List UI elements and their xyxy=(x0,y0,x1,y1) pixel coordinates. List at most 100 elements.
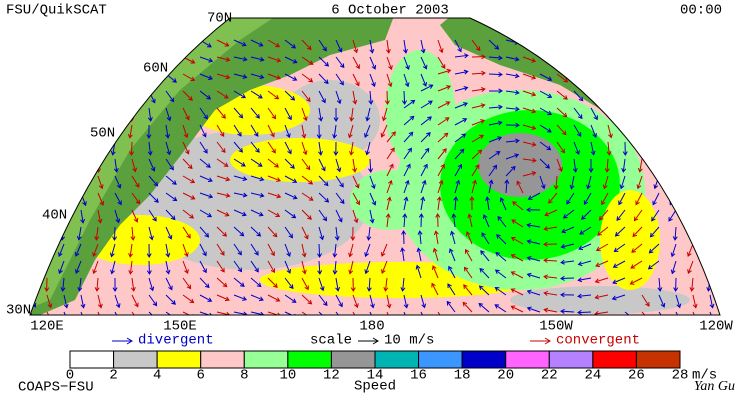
wind-arrow xyxy=(216,175,231,182)
wind-arrow xyxy=(301,209,312,220)
wind-arrow xyxy=(386,56,393,71)
wind-arrow xyxy=(301,158,311,171)
wind-arrow xyxy=(494,304,507,313)
wind-arrow xyxy=(495,251,507,262)
wind-arrow xyxy=(543,241,558,247)
wind-arrow xyxy=(216,243,225,256)
wind-arrow xyxy=(114,294,121,309)
wind-arrow xyxy=(478,285,490,296)
wind-arrow xyxy=(692,294,698,309)
colorbar-tick-label: 20 xyxy=(497,368,514,384)
wind-arrow xyxy=(97,175,104,190)
wind-arrow xyxy=(522,141,537,147)
latitude-label: 40N xyxy=(42,208,67,224)
wind-arrow xyxy=(216,107,226,119)
wind-arrow xyxy=(401,90,407,105)
wind-arrow xyxy=(420,56,428,70)
wind-arrow xyxy=(437,117,450,126)
wind-arrow xyxy=(94,277,100,292)
wind-arrow xyxy=(148,192,159,203)
wind-arrow xyxy=(469,196,475,211)
wind-arrow xyxy=(577,277,592,283)
wind-arrow xyxy=(505,122,520,128)
wind-arrow xyxy=(573,124,582,137)
wind-arrow xyxy=(165,294,176,305)
wind-arrow xyxy=(352,56,360,70)
wind-arrow xyxy=(471,164,480,177)
wind-arrow xyxy=(199,90,212,100)
wind-arrow xyxy=(556,73,569,83)
wind-arrow xyxy=(366,226,372,241)
wind-arrow xyxy=(380,124,388,138)
wind-arrow xyxy=(199,107,208,120)
wind-arrow xyxy=(199,56,214,63)
wind-arrow xyxy=(301,107,308,122)
wind-arrow xyxy=(131,209,139,223)
wind-arrow xyxy=(44,277,50,292)
wind-arrow xyxy=(454,163,463,177)
wind-arrow xyxy=(641,311,652,315)
wind-arrow xyxy=(385,213,391,228)
colorbar-cell xyxy=(374,350,420,369)
wind-arrow xyxy=(147,141,153,156)
wind-arrow xyxy=(437,179,444,194)
speed-patch xyxy=(230,138,370,182)
wind-arrow xyxy=(199,158,211,168)
wind-arrow xyxy=(165,107,172,122)
wind-arrow xyxy=(488,55,503,61)
wind-arrow xyxy=(448,248,456,262)
wind-arrow xyxy=(348,260,354,275)
wind-arrow xyxy=(400,277,406,292)
colorbar-title: Speed xyxy=(354,379,396,395)
wind-arrow xyxy=(364,260,371,275)
wind-arrow xyxy=(182,73,196,81)
wind-arrow xyxy=(437,56,446,69)
wind-arrow xyxy=(578,243,592,251)
wind-arrow xyxy=(350,277,356,292)
wind-arrow xyxy=(403,311,410,315)
wind-arrow xyxy=(267,73,282,80)
wind-arrow xyxy=(284,277,294,290)
wind-arrow xyxy=(632,226,643,238)
wind-arrow xyxy=(250,141,260,153)
wind-arrow xyxy=(402,213,408,228)
wind-arrow xyxy=(267,209,281,217)
wind-arrow xyxy=(526,255,541,262)
wind-arrow xyxy=(335,311,345,315)
colorbar: 0 2 4 6 8 10 12 14 16 18 20 22 24 26 28 m/s xyxy=(66,350,717,384)
wind-arrow xyxy=(335,294,343,308)
wind-arrow xyxy=(485,196,491,211)
wind-arrow xyxy=(386,196,392,211)
wind-arrow xyxy=(114,209,121,224)
wind-arrow xyxy=(416,247,422,262)
wind-arrow xyxy=(471,87,486,92)
wind-arrow xyxy=(543,226,558,232)
wind-arrow xyxy=(488,120,503,126)
wind-arrow xyxy=(318,311,330,315)
wind-arrow xyxy=(369,294,375,309)
header-center: 6 October 2003 xyxy=(331,3,449,19)
wind-arrow xyxy=(318,294,328,307)
wind-arrow xyxy=(675,311,683,315)
wind-arrow xyxy=(606,141,612,156)
wind-arrow xyxy=(216,226,227,237)
wind-arrow xyxy=(146,243,152,258)
wind-arrow xyxy=(148,311,159,315)
wind-arrow xyxy=(403,73,410,88)
wind-arrow xyxy=(488,179,494,194)
wind-arrow xyxy=(543,257,558,263)
wind-arrow xyxy=(284,56,298,64)
wind-arrow xyxy=(463,284,473,296)
wind-arrow xyxy=(590,141,596,156)
wind-arrow xyxy=(146,124,152,139)
wind-arrow xyxy=(352,39,359,54)
wind-arrow xyxy=(332,243,338,258)
wind-arrow xyxy=(454,118,468,126)
wind-arrow xyxy=(301,175,314,185)
wind-arrow xyxy=(284,73,298,81)
wind-arrow xyxy=(583,192,592,206)
wind-arrow xyxy=(333,141,339,156)
wind-arrow xyxy=(75,260,82,274)
wind-arrow xyxy=(267,260,276,274)
